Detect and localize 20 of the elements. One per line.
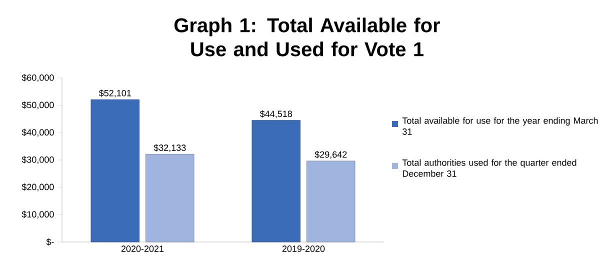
legend-label: Total authorities used for the quarter ended December 31 <box>402 159 576 177</box>
bar <box>306 160 356 242</box>
bar <box>146 154 194 242</box>
y-tick-label: $20,000 <box>22 183 54 192</box>
legend-label: Total available for use for the year ending March 31 <box>402 117 598 135</box>
x-tick-label: 2019-2020 <box>282 246 325 252</box>
data-label: $29,642 <box>314 150 347 159</box>
data-label: $52,101 <box>98 90 131 98</box>
y-tick-label: $- <box>46 238 54 246</box>
y-tick-label: $40,000 <box>22 128 54 137</box>
y-tick-label: $60,000 <box>22 74 54 82</box>
bar <box>252 120 300 242</box>
chart-title: Graph 1: Total Available for Use and Used for Vote 1 <box>174 18 440 56</box>
data-label: $44,518 <box>260 110 292 118</box>
x-tick-label: 2020-2021 <box>121 246 164 252</box>
bar <box>90 99 140 242</box>
y-tick-label: $10,000 <box>22 210 54 219</box>
y-tick-label: $50,000 <box>22 101 54 110</box>
y-tick-label: $30,000 <box>22 156 54 164</box>
data-label: $32,133 <box>154 144 186 152</box>
